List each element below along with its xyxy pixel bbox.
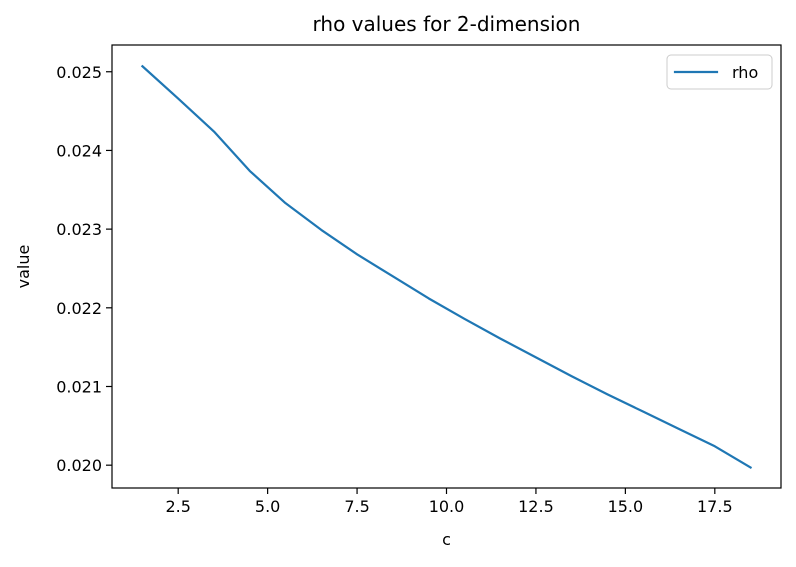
y-tick-label: 0.020 bbox=[56, 456, 102, 475]
y-tick-label: 0.022 bbox=[56, 299, 102, 318]
y-tick-label: 0.024 bbox=[56, 141, 102, 160]
x-tick-label: 10.0 bbox=[429, 497, 465, 516]
series-line-rho bbox=[140, 64, 753, 470]
chart-title: rho values for 2-dimension bbox=[313, 12, 581, 36]
x-tick-label: 2.5 bbox=[165, 497, 190, 516]
x-axis-ticks: 2.5 5.0 7.5 10.0 12.5 15.0 17.5 bbox=[165, 488, 733, 516]
y-axis-ticks: 0.020 0.021 0.022 0.023 0.024 0.025 bbox=[56, 63, 112, 475]
y-tick-label: 0.025 bbox=[56, 63, 102, 82]
legend-box bbox=[666, 54, 773, 90]
x-tick-label: 7.5 bbox=[344, 497, 369, 516]
y-tick-label: 0.023 bbox=[56, 220, 102, 239]
y-axis-label: value bbox=[14, 245, 33, 289]
x-tick-label: 15.0 bbox=[608, 497, 644, 516]
x-axis-label: c bbox=[442, 530, 451, 549]
x-tick-label: 12.5 bbox=[518, 497, 554, 516]
legend: rho bbox=[666, 54, 773, 90]
series-layer bbox=[140, 64, 753, 470]
x-tick-label: 5.0 bbox=[255, 497, 280, 516]
y-tick-label: 0.021 bbox=[56, 377, 102, 396]
x-tick-label: 17.5 bbox=[697, 497, 733, 516]
legend-label-rho: rho bbox=[732, 63, 758, 82]
plot-area-frame bbox=[111, 44, 782, 489]
